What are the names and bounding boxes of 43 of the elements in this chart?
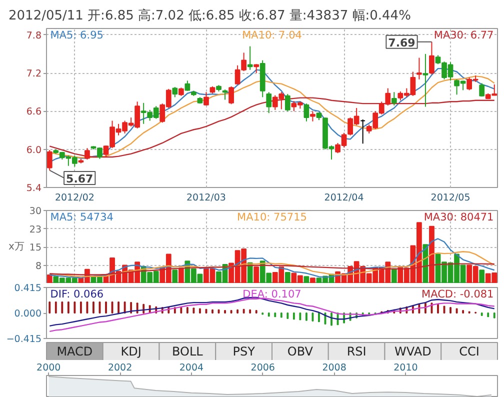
series-label: MACD: -0.081 [422, 288, 494, 300]
x-tick-label: 2000 [36, 362, 61, 374]
text: MA5: 54734 [50, 212, 114, 224]
y-tick-label: 23 [29, 224, 42, 236]
x-tick-label: 2010 [394, 362, 418, 374]
x-tick-label: 2006 [250, 362, 275, 374]
y-tick-label: 6.6 [26, 106, 42, 118]
x-tick-label: 2002 [108, 362, 132, 374]
category-label: RSI [346, 344, 366, 358]
text: MA10: 75715 [237, 212, 307, 224]
category-label: CCI [459, 344, 480, 358]
y-tick-label: 5.4 [26, 183, 42, 194]
y-tick-label: 15 [29, 242, 42, 254]
y-tick-label: 0.415 [14, 283, 42, 294]
y-tick-label: 6.0 [26, 144, 42, 156]
x-tick-label: 2004 [179, 362, 204, 374]
chart-title: 2012/05/11 开:6.85 高:7.02 低:6.85 收:6.87 量:43837 幅:0.44% [8, 8, 411, 24]
annotation: 5.67 [66, 172, 94, 186]
y-tick-label: 0.000 [14, 308, 42, 320]
category-label: KDJ [120, 344, 142, 358]
x-tick-label: 2008 [322, 362, 346, 374]
category-label: WVAD [394, 344, 432, 358]
text: MA10: 7.04 [242, 30, 302, 42]
series-label: DIF: 0.066 [50, 288, 104, 300]
y-axis-title: x万 [8, 242, 24, 252]
category-label: BOLL [172, 344, 204, 358]
y-tick-label: 7.2 [26, 68, 42, 80]
x-tick-label: 2012/05 [430, 192, 470, 204]
y-tick-label: 8 [35, 260, 42, 272]
y-tick-label: 30 [29, 206, 42, 217]
text: MA5: 6.95 [50, 30, 104, 42]
text: MA30: 6.77 [434, 30, 494, 42]
text: MA30: 80471 [424, 212, 494, 224]
category-label: PSY [232, 344, 256, 358]
x-tick-label: 2012/04 [324, 192, 364, 204]
series-label: DEA: 0.107 [242, 288, 302, 300]
y-tick-label: 7.8 [26, 30, 42, 42]
y-tick-label: −0.415 [6, 334, 42, 345]
annotation: 7.69 [388, 36, 416, 50]
x-tick-label: 2012/02 [54, 192, 94, 204]
category-label: MACD [56, 344, 93, 358]
category-label: OBV [287, 344, 314, 358]
x-tick-label: 2012/03 [186, 192, 226, 204]
